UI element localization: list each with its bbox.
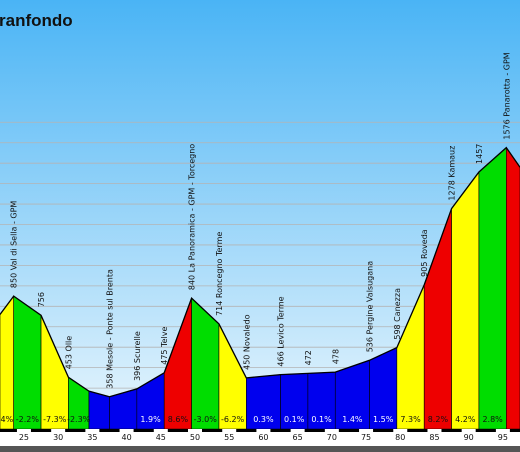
grade-labels: 4% -2.2% -7.3% -2.3% 1.9% 8.6% -3.0% -6.2% 0.3% 0… (0, 415, 503, 424)
peak-label: 466 Levico Terme (277, 296, 286, 366)
peak-label: 714 Roncegno Terme (215, 232, 224, 316)
grade-segment (506, 146, 520, 430)
peak-label: 396 Scurelle (133, 331, 142, 381)
x-tick-label: 95 (498, 433, 508, 442)
x-tick-label: 50 (190, 433, 200, 442)
x-tick-label: 65 (293, 433, 303, 442)
profile-outline-group (0, 146, 520, 398)
x-tick-label: 40 (121, 433, 131, 442)
x-tick-label: 70 (327, 433, 337, 442)
axis-tick-mark (256, 429, 271, 432)
x-axis: 25 30 35 40 45 50 55 60 65 70 75 80 85 90 95 (0, 429, 520, 452)
grade-label: 4.2% (455, 415, 476, 424)
grade-label: -3.0% (194, 415, 218, 424)
x-tick-label: 90 (464, 433, 474, 442)
grade-label: -6.2% (221, 415, 245, 424)
peak-annotations: 850 Val di Sella - GPM 756 453 Olle 358 Mes… (10, 52, 512, 388)
grade-label: 4% (0, 415, 13, 424)
x-tick-label: 60 (258, 433, 268, 442)
peak-label: 850 Val di Sella - GPM (10, 201, 19, 289)
grid-lines (0, 121, 520, 409)
grade-segments (0, 146, 520, 430)
axis-tick-mark (495, 429, 510, 432)
axis-tick-mark (51, 429, 66, 432)
chart-title: ranfondo (0, 11, 73, 30)
x-tick-label: 30 (53, 433, 63, 442)
axis-tick-mark (393, 429, 408, 432)
grade-label: 1.9% (140, 415, 161, 424)
x-tick-label: 80 (395, 433, 405, 442)
grade-label: 0.1% (311, 415, 332, 424)
axis-tick-mark (85, 429, 100, 432)
x-tick-label: 45 (156, 433, 166, 442)
x-tick-label: 75 (361, 433, 371, 442)
peak-label: 450 Novaledo (242, 314, 251, 370)
grade-label: -7.3% (43, 415, 67, 424)
grade-segment (451, 171, 480, 430)
peak-label: 478 (331, 349, 340, 364)
grade-label: -2.2% (16, 415, 40, 424)
x-tick-label: 55 (224, 433, 234, 442)
grade-segment (13, 295, 42, 430)
peak-label: 1278 Kamauz (448, 146, 457, 201)
grade-label: 8.2% (428, 415, 449, 424)
peak-label: 536 Pergine Valsugana (365, 261, 374, 353)
peak-label: 756 (37, 292, 46, 307)
grade-label: 1.4% (342, 415, 363, 424)
axis-tick-mark (153, 429, 168, 432)
peak-label: 840 La Panoramica - GPM - Torcegno (188, 144, 197, 290)
grade-label: 1.5% (373, 415, 394, 424)
axis-tick-mark (16, 429, 31, 432)
axis-tick-mark (119, 429, 134, 432)
grade-label: 0.3% (253, 415, 274, 424)
x-tick-label: 85 (429, 433, 439, 442)
axis-tick-mark (290, 429, 305, 432)
x-tick-label: 35 (87, 433, 97, 442)
axis-tick-mark (222, 429, 237, 432)
grade-segment (0, 295, 14, 430)
grade-label: 8.6% (168, 415, 189, 424)
axis-tick-mark (359, 429, 374, 432)
peak-label: 598 Canezza (393, 288, 402, 340)
grade-segment (478, 146, 507, 430)
grade-segment (88, 390, 110, 430)
profile-outline (0, 146, 520, 398)
grade-label: 0.1% (284, 415, 305, 424)
peak-label: 453 Olle (64, 336, 73, 370)
axis-tick-mark (427, 429, 442, 432)
axis-tick-mark (324, 429, 339, 432)
peak-label: 475 Telve (160, 327, 169, 365)
peak-label: 1457 (475, 144, 484, 164)
grade-label: 2.8% (482, 415, 503, 424)
x-tick-label: 25 (19, 433, 29, 442)
peak-label: 905 Roveda (420, 229, 429, 277)
grade-label: -2.3% (67, 415, 91, 424)
axis-tick-mark (188, 429, 202, 432)
peak-label: 472 (304, 350, 313, 365)
peak-label: 358 Mesole - Ponte sul Brenta (105, 269, 114, 389)
bottom-ground-strip (0, 446, 520, 452)
axis-tick-mark (461, 429, 476, 432)
grade-label: 7.3% (400, 415, 421, 424)
peak-label: 1576 Panarotta - GPM (502, 52, 511, 139)
